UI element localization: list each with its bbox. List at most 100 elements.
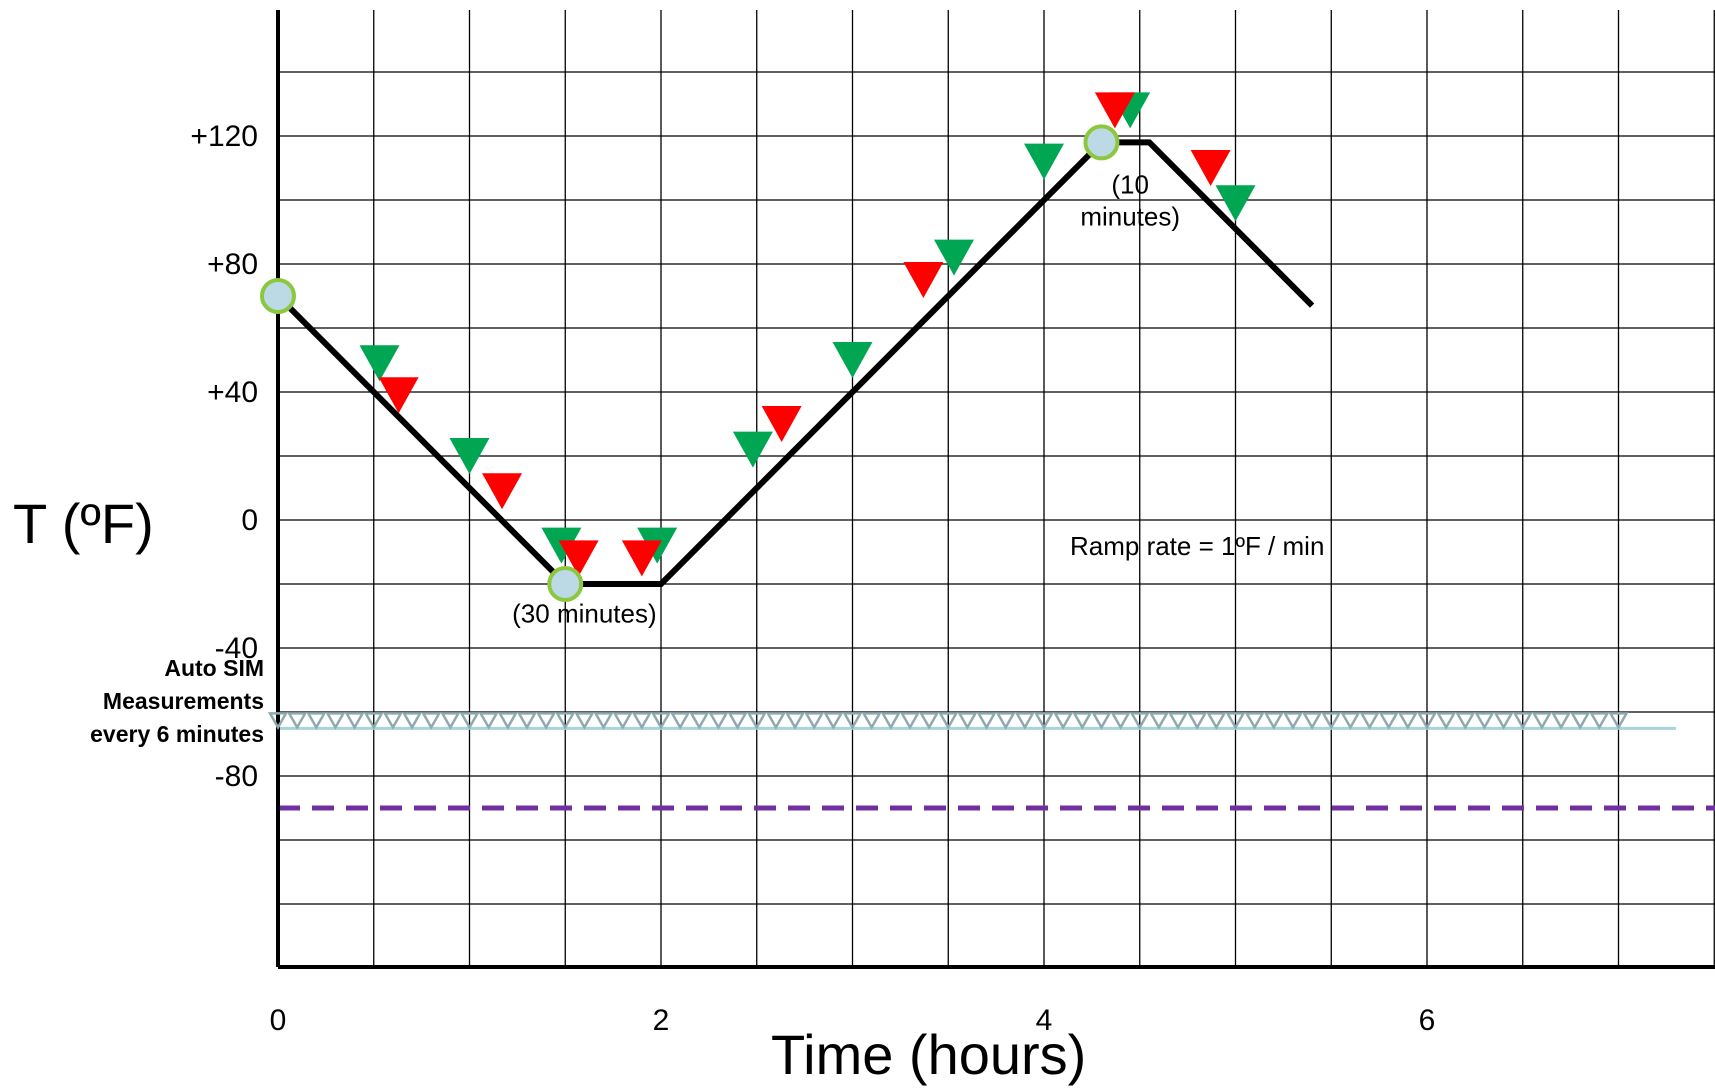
auto-sim-marker <box>765 712 787 730</box>
annotation-line: Ramp rate = 1ºF / min <box>1070 531 1324 561</box>
auto-sim-label-line: Auto SIM <box>164 655 264 681</box>
tick-labels: +120 +80 +40 0 -40 -80 0 2 4 6 <box>190 120 1435 1037</box>
auto-sim-marker <box>976 712 997 730</box>
auto-sim-marker <box>689 712 710 730</box>
y-tick-label: +120 <box>190 120 258 153</box>
auto-sim-marker <box>1493 712 1514 730</box>
auto-sim-marker <box>1570 712 1591 730</box>
x-tick-label: 2 <box>653 1004 670 1037</box>
x-tick-label: 4 <box>1036 1004 1053 1037</box>
auto-sim-marker <box>459 712 480 730</box>
auto-sim-marker <box>1397 712 1419 730</box>
annotation-line: minutes) <box>1080 202 1180 232</box>
auto-sim-marker <box>1359 712 1380 730</box>
setpoint-circle-marker <box>260 278 296 314</box>
auto-sim-marker <box>574 712 595 730</box>
auto-sim-label-line: every 6 minutes <box>90 721 264 747</box>
auto-sim-marker <box>1225 712 1246 730</box>
auto-sim-marker <box>363 712 384 730</box>
auto-sim-marker <box>1589 712 1610 730</box>
green-triangle-marker <box>1024 143 1064 180</box>
auto-sim-marker <box>1340 712 1361 730</box>
annotation-line: (30 minutes) <box>512 598 657 628</box>
auto-sim-marker <box>344 712 365 730</box>
green-triangle-marker <box>933 239 974 276</box>
green-triangle-marker <box>541 527 582 564</box>
auto-sim-marker <box>1512 712 1533 730</box>
annotation-text: (10 minutes) <box>1080 170 1180 232</box>
red-triangle-marker <box>1094 92 1135 129</box>
setpoint-circle-marker <box>1083 124 1120 161</box>
red-triangle-marker <box>761 406 802 442</box>
chart-axes <box>276 10 1715 969</box>
y-tick-label: +40 <box>207 376 258 409</box>
auto-sim-marker <box>1206 712 1227 730</box>
auto-sim-marker <box>1187 712 1208 730</box>
y-tick-label: -80 <box>215 760 258 793</box>
auto-sim-marker <box>1129 712 1150 730</box>
auto-sim-marker <box>650 712 672 730</box>
auto-sim-marker <box>1148 712 1170 730</box>
auto-sim-marker <box>382 712 404 730</box>
auto-sim-marker <box>535 712 557 730</box>
auto-sim-marker <box>497 712 518 730</box>
auto-sim-marker <box>306 712 327 730</box>
auto-sim-marker <box>1072 712 1093 730</box>
annotation-text: (30 minutes) <box>512 598 657 628</box>
auto-sim-marker <box>516 712 538 730</box>
temperature-series <box>275 139 1315 587</box>
auto-sim-marker <box>1091 712 1112 730</box>
red-triangle-marker <box>621 540 662 577</box>
auto-sim-marker <box>1416 712 1438 730</box>
auto-sim-marker <box>1608 712 1629 730</box>
auto-sim-marker <box>957 712 978 730</box>
auto-sim-marker <box>1378 712 1399 730</box>
red-triangle-marker <box>1190 150 1231 186</box>
auto-sim-label: Auto SIM Measurements every 6 minutes <box>90 655 264 747</box>
auto-sim-marker <box>555 712 576 730</box>
auto-sim-marker <box>727 712 748 730</box>
auto-sim-marker <box>593 712 614 730</box>
x-tick-label: 0 <box>270 1004 287 1037</box>
auto-sim-marker <box>631 712 653 730</box>
auto-sim-label-line: Measurements <box>103 688 264 714</box>
auto-sim-marker <box>1033 712 1055 730</box>
auto-sim-marker <box>1014 712 1036 730</box>
auto-sim-marker <box>746 712 767 730</box>
auto-sim-marker <box>1282 712 1304 730</box>
green-triangle-marker <box>732 431 773 468</box>
y-tick-label: +80 <box>207 248 258 281</box>
auto-sim-marker <box>1167 712 1189 730</box>
reference-lines <box>278 726 1715 811</box>
x-tick-label: 6 <box>1419 1004 1436 1037</box>
auto-sim-marker <box>401 712 423 730</box>
auto-sim-marker <box>421 712 442 730</box>
auto-sim-marker <box>1550 712 1572 730</box>
auto-sim-marker <box>861 712 882 730</box>
auto-sim-marker <box>995 712 1016 730</box>
annotation-text: Ramp rate = 1ºF / min <box>1070 531 1324 561</box>
auto-sim-marker <box>1531 712 1553 730</box>
green-triangle-marker <box>832 342 873 378</box>
auto-sim-marker <box>267 712 289 730</box>
auto-sim-marker <box>612 712 633 730</box>
auto-sim-marker <box>1263 712 1284 730</box>
annotations: (30 minutes) (10 minutes) Ramp rate = 1ºF /… <box>90 170 1324 747</box>
auto-sim-marker <box>669 712 691 730</box>
y-axis-label: T (ºF) <box>13 492 154 555</box>
measurement-markers <box>260 92 1629 730</box>
annotation-line: (10 <box>1111 170 1149 200</box>
setpoint-circle-marker <box>547 566 584 602</box>
red-triangle-marker <box>482 473 523 510</box>
red-triangle-marker <box>558 540 599 577</box>
auto-sim-marker <box>1110 712 1131 730</box>
auto-sim-marker <box>1455 712 1476 730</box>
auto-sim-marker <box>784 712 806 730</box>
auto-sim-marker <box>899 712 921 730</box>
auto-sim-marker <box>1244 712 1265 730</box>
green-triangle-marker <box>359 345 400 382</box>
auto-sim-marker <box>918 712 940 730</box>
red-triangle-marker <box>378 377 419 414</box>
y-tick-label: -40 <box>215 632 258 665</box>
